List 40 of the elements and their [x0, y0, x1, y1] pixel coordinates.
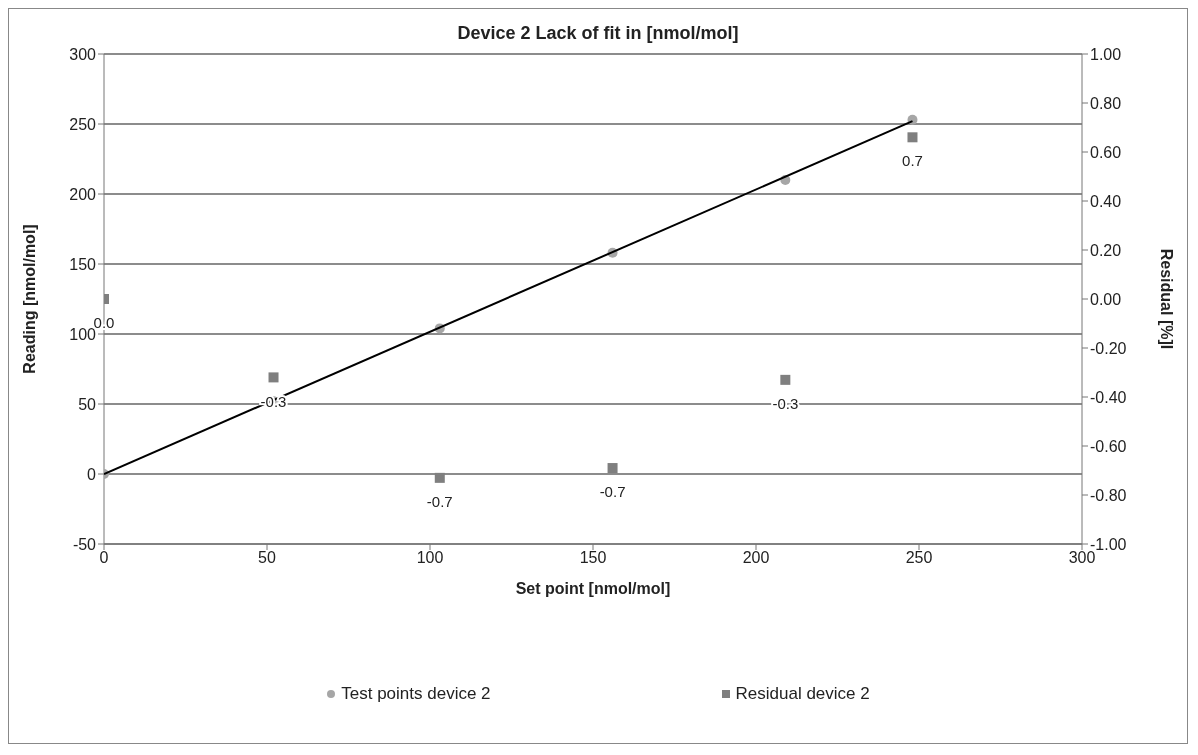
data-label: -0.7 [426, 493, 453, 511]
data-label: -0.3 [260, 392, 287, 410]
y-tick-label: 150 [69, 255, 97, 273]
data-label: -0.7 [599, 483, 626, 501]
x-tick-label: 200 [742, 549, 770, 567]
y2-tick-label: 0.40 [1090, 192, 1122, 210]
y-tick-label: -50 [72, 535, 97, 553]
y-axis-title: Reading [nmol/mol] [20, 224, 38, 374]
x-tick-label: 50 [258, 549, 276, 567]
x-tick-label: 0 [99, 549, 109, 567]
legend-label: Residual device 2 [735, 684, 870, 704]
y2-tick-label: 0.20 [1090, 241, 1122, 259]
y2-tick-label: -0.40 [1090, 388, 1127, 406]
x-tick-label: 100 [416, 549, 444, 567]
x-tick-label: 150 [579, 549, 607, 567]
y2-tick-label: -0.20 [1090, 339, 1127, 357]
x-tick-label: 300 [1068, 549, 1096, 567]
y2-tick-label: 0.80 [1090, 94, 1122, 112]
x-tick-label: 250 [905, 549, 933, 567]
y2-tick-label: -0.60 [1090, 437, 1127, 455]
point [907, 132, 918, 143]
point [268, 372, 279, 383]
y2-tick-label: -0.80 [1090, 486, 1127, 504]
point [607, 463, 618, 474]
point [780, 374, 791, 385]
x-axis-title: Set point [nmol/mol] [515, 580, 671, 597]
y-tick-label: 200 [69, 185, 97, 203]
y-tick-label: 300 [69, 45, 97, 63]
data-label: -0.3 [772, 395, 799, 413]
chart-title: Device 2 Lack of fit in [nmol/mol] [456, 23, 740, 44]
y2-tick-label: 1.00 [1090, 45, 1122, 63]
point [434, 472, 445, 483]
data-label: 0.7 [902, 152, 923, 170]
y-tick-label: 250 [69, 115, 97, 133]
y-tick-label: 0 [87, 465, 97, 483]
y2-tick-label: 0.60 [1090, 143, 1122, 161]
legend-label: Test points device 2 [341, 684, 491, 704]
y2-axis-title: Residual [%]I [1158, 248, 1176, 350]
y2-tick-label: 0.00 [1090, 290, 1122, 308]
y-tick-label: 50 [78, 395, 97, 413]
